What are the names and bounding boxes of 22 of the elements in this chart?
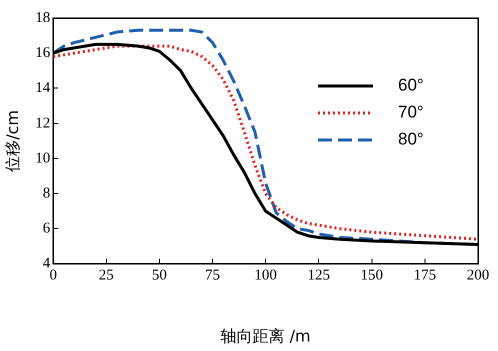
y-tick-label: 18 <box>35 10 50 26</box>
x-tick-label: 100 <box>254 268 277 284</box>
legend-label: 60° <box>398 76 424 95</box>
legend-label: 80° <box>398 130 424 149</box>
y-tick-label: 16 <box>35 45 51 62</box>
y-tick-label: 10 <box>35 150 50 166</box>
x-tick-label: 200 <box>466 268 490 284</box>
y-tick-label: 4 <box>42 256 51 272</box>
x-tick-label: 0 <box>49 268 57 284</box>
y-tick-label: 12 <box>35 115 50 132</box>
x-axis-title: 轴向距离 /m <box>220 326 311 346</box>
x-tick-label: 50 <box>152 268 167 284</box>
y-tick-label: 6 <box>42 220 51 237</box>
x-tick-label: 25 <box>98 268 114 284</box>
x-tick-label: 75 <box>205 268 220 284</box>
y-tick-label: 8 <box>42 186 50 202</box>
y-axis-title: 位移/cm <box>2 110 22 172</box>
x-tick-label: 150 <box>360 268 384 284</box>
y-tick-label: 14 <box>35 80 51 96</box>
x-tick-label: 175 <box>414 268 436 284</box>
legend-label: 70° <box>398 102 424 122</box>
x-tick-label: 125 <box>307 268 330 284</box>
